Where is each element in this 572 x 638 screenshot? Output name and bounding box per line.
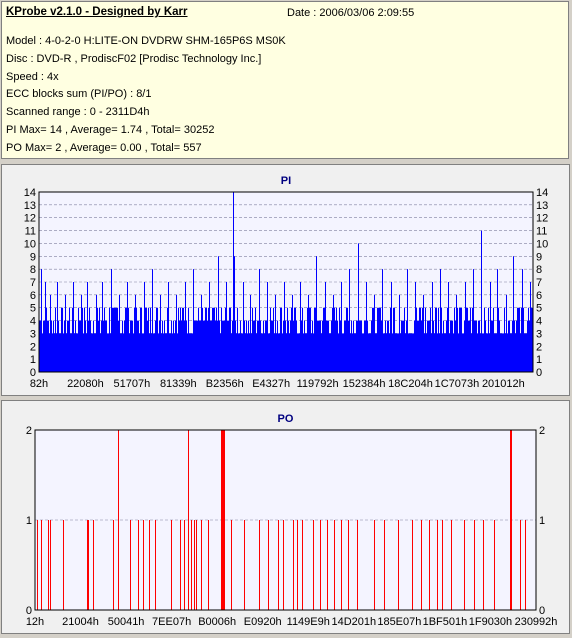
x-tick-label: B2356h [206,378,244,390]
y-tick-label-left: 8 [30,264,36,276]
y-tick-label-right: 8 [536,264,542,276]
scanned-range: Scanned range : 0 - 2311D4h [6,106,150,118]
plot-border [38,191,534,373]
y-tick-label-right: 11 [536,226,547,238]
y-tick-label-right: 10 [536,238,548,250]
x-tick-label: 82h [30,378,48,390]
po-chart-panel: PO 0 0 1 1 2 2 12h 21004h 50041h 7EE07h B0006h E0920… [1,400,570,634]
y-tick-label-right: 1 [539,515,545,527]
pi-stats: PI Max= 14 , Average= 1.74 , Total= 3025… [6,124,215,136]
drive-model: Model : 4-0-2-0 H:LITE-ON DVDRW SHM-165P… [6,35,286,47]
y-tick-label-left: 2 [26,425,32,437]
info-panel: KProbe v2.1.0 - Designed by Karr Date : … [1,1,569,159]
y-tick-label-right: 0 [539,605,545,617]
y-tick-label-right: 9 [536,251,542,263]
x-tick-label: 201012h [482,378,525,390]
y-tick-label-left: 10 [24,238,36,250]
x-tick-label: 50041h [108,616,145,628]
y-tick-label-right: 12 [536,213,548,225]
y-tick-label-left: 9 [30,251,36,263]
y-tick-label-left: 7 [30,277,36,289]
app-title: KProbe v2.1.0 - Designed by Karr [6,6,188,18]
y-tick-label-left: 12 [24,213,36,225]
y-tick-label-left: 11 [25,226,36,238]
x-tick-label: 1BF501h [423,616,468,628]
x-tick-label: 18C204h [388,378,433,390]
y-tick-label-right: 7 [536,277,542,289]
chart-title: PO [278,413,294,425]
y-tick-label-left: 1 [30,354,36,366]
y-tick-label-right: 3 [536,328,542,340]
y-tick-label-right: 4 [536,316,542,328]
y-tick-label-left: 0 [26,605,32,617]
series-bars [37,430,526,610]
x-tick-label: 81339h [160,378,197,390]
plot-border [34,429,537,611]
y-tick-label-left: 2 [30,341,36,353]
chart-title: PI [281,175,291,187]
y-tick-label-left: 0 [30,367,36,379]
ecc-blocks: ECC blocks sum (PI/PO) : 8/1 [6,88,152,100]
x-tick-label: 21004h [62,616,99,628]
x-tick-label: 14D201h [331,616,376,628]
x-tick-label: 152384h [343,378,386,390]
y-tick-label-right: 2 [539,425,545,437]
y-tick-label-right: 13 [536,200,548,212]
y-tick-label-right: 1 [536,354,542,366]
x-tick-label: 119792h [297,378,339,390]
y-tick-label-left: 5 [30,303,36,315]
y-tick-label-left: 4 [30,316,36,328]
y-tick-label-left: 13 [24,200,36,212]
y-tick-label-left: 3 [30,328,36,340]
scan-date: Date : 2006/03/06 2:09:55 [287,7,415,19]
y-tick-label-right: 0 [536,367,542,379]
x-tick-label: 1149E9h [287,616,330,628]
y-tick-label-right: 2 [536,341,542,353]
disc-info: Disc : DVD-R , ProdiscF02 [Prodisc Techn… [6,53,262,65]
y-tick-label-right: 5 [536,303,542,315]
x-tick-label: E0920h [244,616,282,628]
y-tick-label-left: 14 [24,187,36,199]
y-tick-label-left: 6 [30,290,36,302]
y-tick-label-left: 1 [26,515,32,527]
x-tick-label: 1F9030h [469,616,512,628]
x-tick-label: 22080h [67,378,104,390]
x-tick-label: B0006h [198,616,236,628]
x-tick-label: 230992h [515,616,558,628]
x-tick-label: 51707h [114,378,151,390]
x-tick-label: E4327h [252,378,290,390]
y-tick-label-right: 14 [536,187,548,199]
scan-speed: Speed : 4x [6,71,59,83]
x-tick-label: 1C7073h [435,378,480,390]
x-tick-label: 12h [26,616,44,628]
x-tick-label: 7EE07h [152,616,191,628]
series-bars [39,192,533,372]
pi-chart-panel: PI 0 0 1 1 2 2 3 3 4 4 5 5 6 6 7 7 8 8 9 9 10 10 11 11 12 12 13 13 14… [1,164,570,396]
y-tick-label-right: 6 [536,290,542,302]
po-stats: PO Max= 2 , Average= 0.00 , Total= 557 [6,142,202,154]
po-chart: PO 0 0 1 1 2 2 12h 21004h 50041h 7EE07h B0006h E0920… [26,413,558,628]
x-tick-label: 185E07h [377,616,421,628]
